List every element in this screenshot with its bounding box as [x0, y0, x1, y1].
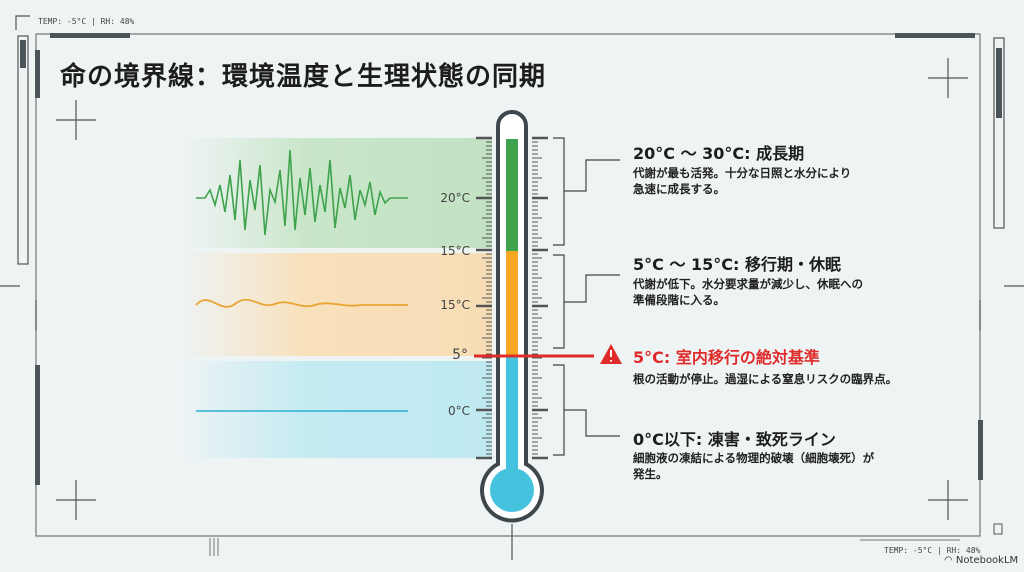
fill-growth [506, 139, 518, 251]
zone-heading: 0°C以下: 凍害・致死ライン [633, 430, 836, 449]
zone-desc-line: 準備段階に入る。 [633, 293, 725, 307]
scale-label: 20°C [440, 191, 470, 205]
scale-label: 15°C [440, 244, 470, 258]
zone-desc-line: 根の活動が停止。過湿による窒息リスクの臨界点。 [633, 372, 898, 386]
thermometer [480, 110, 544, 523]
scale-label: 0°C [447, 404, 470, 418]
zone-desc-line: 代謝が低下。水分要求量が減少し、休眠への [633, 277, 863, 291]
zone-heading: 20°C ～ 30°C: 成長期 [633, 144, 805, 163]
fill-transition [506, 251, 518, 356]
brand-icon: ◠ [944, 555, 953, 566]
brand-logo: ◠ NotebookLM [944, 555, 1018, 566]
zone-desc-line: 急速に成長する。 [633, 182, 725, 196]
warning-icon [600, 344, 622, 364]
scale-label: 15°C [440, 298, 470, 312]
wave-transition [195, 298, 408, 308]
zone-heading-threshold: 5°C: 室内移行の絶対基準 [633, 348, 820, 367]
zone-desc: 代謝が低下。水分要求量が減少し、休眠への 準備段階に入る。 [633, 276, 863, 308]
zone-desc-line: 発生。 [633, 467, 668, 481]
zone-desc: 根の活動が停止。過湿による窒息リスクの臨界点。 [633, 371, 897, 387]
hud-readout-bottom: TEMP: -5°C | RH: 48% [884, 546, 981, 555]
zone-desc: 細胞液の凍結による物理的破壊（細胞壊死）が 発生。 [633, 450, 874, 482]
zone-heading: 5°C ～ 15°C: 移行期・休眠 [633, 255, 841, 274]
brackets [553, 137, 620, 456]
zone-desc-line: 代謝が最も活発。十分な日照と水分により [633, 166, 852, 180]
brand-name: NotebookLM [955, 555, 1019, 566]
scale-label: 5° [452, 347, 468, 363]
zone-desc: 代謝が最も活発。十分な日照と水分により 急速に成長する。 [633, 165, 851, 197]
wave-growth [196, 149, 408, 236]
fill-frost [506, 356, 518, 476]
zone-desc-line: 細胞液の凍結による物理的破壊（細胞壊死）が [633, 451, 875, 465]
hud-readout-top: TEMP: -5°C | RH: 48% [38, 17, 135, 26]
zone-band-frost [180, 361, 492, 458]
page-title: 命の境界線：環境温度と生理状態の同期 [60, 62, 547, 92]
